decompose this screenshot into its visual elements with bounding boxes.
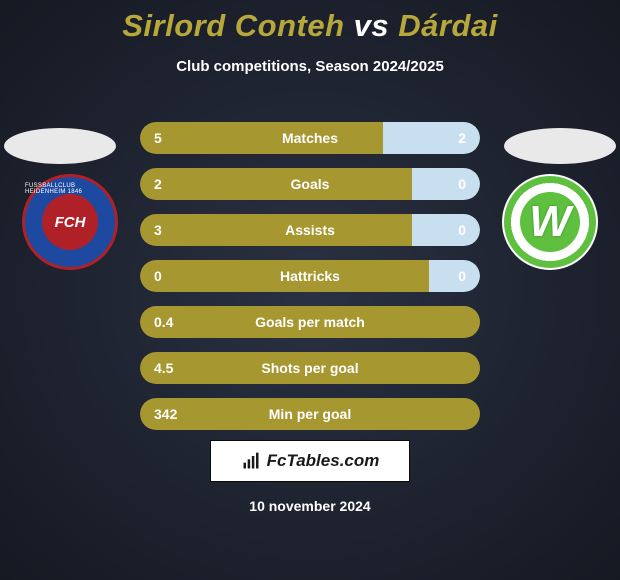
- wolfsburg-letter: W: [529, 197, 571, 247]
- brand-text: FcTables.com: [267, 451, 380, 471]
- player2-name: Dárdai: [398, 8, 497, 43]
- stat-label: Shots per goal: [140, 352, 480, 384]
- player1-avatar-placeholder: [4, 128, 116, 164]
- stat-row: 00Hattricks: [140, 260, 480, 292]
- player1-name: Sirlord Conteh: [122, 8, 344, 43]
- stat-label: Min per goal: [140, 398, 480, 430]
- stat-row: 0.4Goals per match: [140, 306, 480, 338]
- brand-box: FcTables.com: [210, 440, 410, 482]
- stat-row: 20Goals: [140, 168, 480, 200]
- date-label: 10 november 2024: [0, 498, 620, 514]
- stats-container: 52Matches 20Goals 30Assists 00Hattricks 0.4G…: [140, 122, 480, 444]
- badge-center-text: FCH: [42, 194, 98, 250]
- club-badge-right: W: [502, 174, 598, 270]
- stat-label: Hattricks: [140, 260, 480, 292]
- stat-label: Goals per match: [140, 306, 480, 338]
- club-badge-left: FUSSBALLCLUB HEIDENHEIM 1846 FCH: [22, 174, 118, 270]
- stat-row: 4.5Shots per goal: [140, 352, 480, 384]
- stat-label: Assists: [140, 214, 480, 246]
- stat-row: 30Assists: [140, 214, 480, 246]
- heidenheim-badge: FUSSBALLCLUB HEIDENHEIM 1846 FCH: [22, 174, 118, 270]
- wolfsburg-badge: W: [502, 174, 598, 270]
- chart-icon: [241, 451, 261, 471]
- player2-avatar-placeholder: [504, 128, 616, 164]
- vs-label: vs: [354, 8, 389, 43]
- stat-row: 52Matches: [140, 122, 480, 154]
- stat-label: Goals: [140, 168, 480, 200]
- comparison-title: Sirlord Conteh vs Dárdai: [0, 0, 620, 44]
- subtitle: Club competitions, Season 2024/2025: [0, 58, 620, 75]
- stat-label: Matches: [140, 122, 480, 154]
- stat-row: 342Min per goal: [140, 398, 480, 430]
